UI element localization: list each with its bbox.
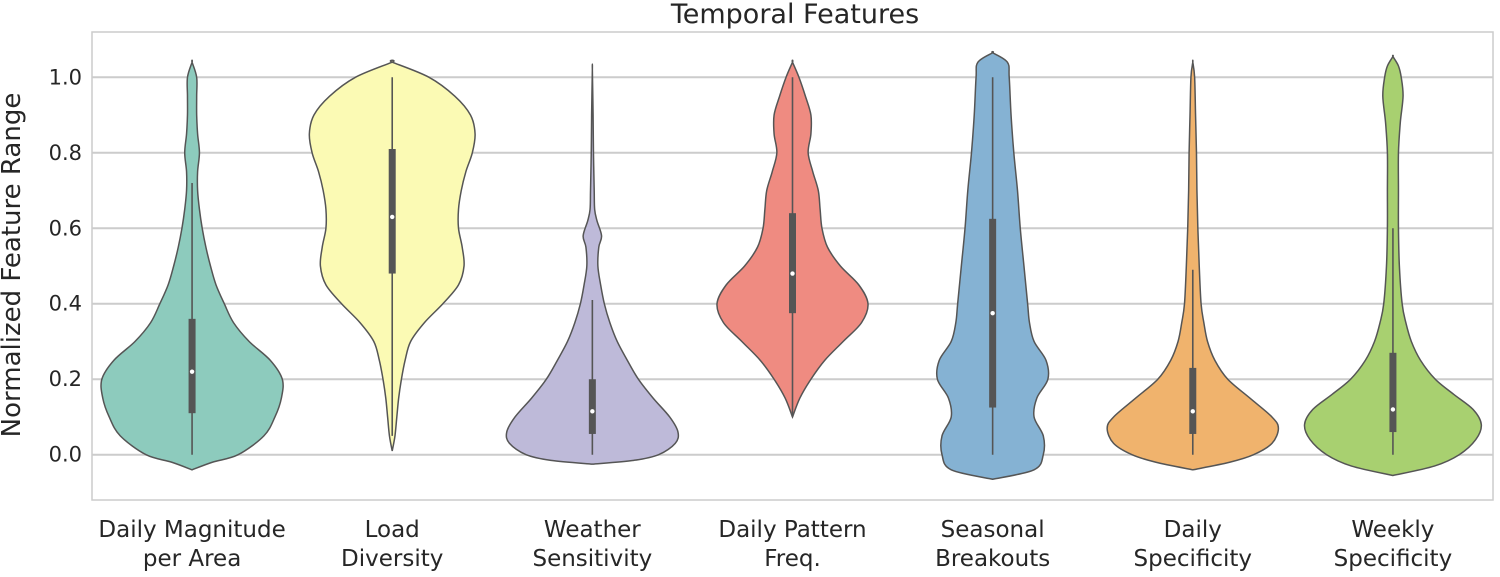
- x-tick-label: Seasonal Breakouts: [935, 517, 1050, 572]
- x-tick-labels: Daily Magnitude per Area Load Diversity Weat…: [98, 517, 1452, 572]
- x-tick-label-line: Daily Magnitude: [98, 517, 285, 543]
- x-tick-label-line: Specificity: [1334, 546, 1453, 572]
- violin-median: [990, 310, 995, 316]
- plot-frame: [91, 31, 1494, 501]
- x-tick-label: Daily Magnitude per Area: [98, 517, 285, 572]
- x-tick-label-line: Seasonal: [941, 517, 1045, 543]
- y-tick-label: 0.8: [49, 141, 82, 165]
- violin-median: [189, 369, 195, 374]
- x-tick-label-line: Breakouts: [935, 546, 1050, 572]
- violin-iqr-box: [388, 149, 396, 274]
- x-tick-label-line: Daily Pattern: [718, 517, 866, 543]
- y-tick-label: 0.6: [49, 216, 82, 240]
- y-tick-labels: 0.0 0.2 0.4 0.6 0.8 1.0: [49, 65, 82, 466]
- x-tick-label-line: Sensitivity: [532, 546, 652, 572]
- x-tick-label-line: Diversity: [341, 546, 443, 572]
- x-tick-label-line: Specificity: [1134, 546, 1253, 572]
- violin-iqr-box: [188, 318, 196, 414]
- violin-iqr-box: [789, 213, 796, 314]
- x-tick-label: Load Diversity: [341, 517, 443, 572]
- x-tick-label-line: Freq.: [764, 546, 821, 572]
- violin: [1106, 59, 1280, 471]
- y-axis-label: Normalized Feature Range: [0, 93, 27, 438]
- violin-iqr-box: [1189, 367, 1197, 434]
- violin-median: [390, 214, 395, 220]
- violins: [100, 50, 1483, 481]
- y-tick-label: 1.0: [49, 65, 82, 89]
- y-tick-label: 0.4: [49, 292, 82, 316]
- x-tick-label-line: Daily: [1164, 517, 1222, 543]
- x-tick-label: Daily Pattern Freq.: [718, 517, 866, 572]
- violin-median: [1390, 407, 1396, 412]
- violin: [505, 63, 680, 465]
- violin-median: [790, 271, 795, 276]
- violin: [1303, 54, 1483, 477]
- x-tick-label: Daily Specificity: [1134, 517, 1253, 572]
- x-tick-label-line: Weekly: [1351, 517, 1434, 543]
- violin: [935, 50, 1050, 481]
- x-tick-label-line: Weather: [544, 517, 641, 543]
- violin-iqr-box: [1389, 352, 1397, 433]
- violin-body: [505, 63, 680, 465]
- x-tick-label: Weather Sensitivity: [532, 517, 652, 572]
- x-tick-label-line: per Area: [143, 546, 241, 572]
- y-tick-label: 0.0: [49, 443, 82, 467]
- violin-median: [1190, 409, 1195, 414]
- violin-body: [1106, 59, 1280, 471]
- violin: [308, 59, 476, 452]
- y-tick-label: 0.2: [49, 367, 82, 391]
- chart-title: Temporal Features: [670, 0, 919, 30]
- violin: [716, 59, 869, 420]
- violin-iqr-box: [588, 379, 596, 434]
- x-tick-label: Weekly Specificity: [1334, 517, 1453, 572]
- x-tick-label-line: Load: [365, 517, 420, 543]
- violin: [100, 59, 284, 471]
- violin-median: [590, 409, 595, 414]
